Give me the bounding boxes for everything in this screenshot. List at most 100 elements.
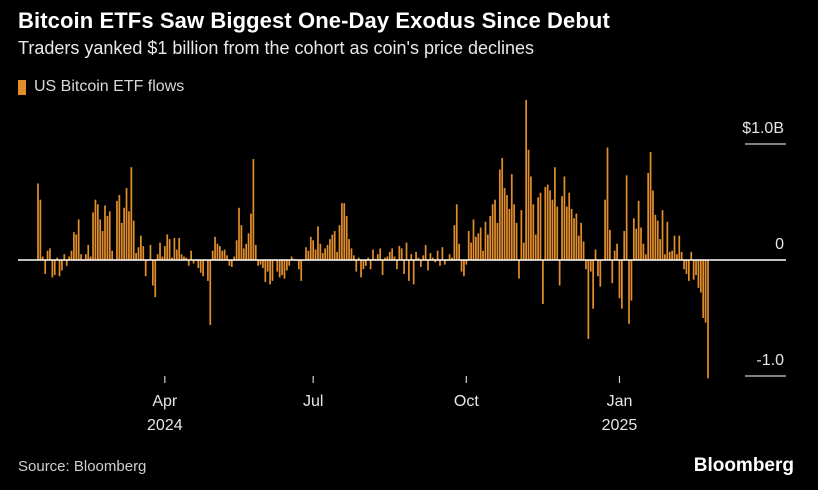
bar <box>520 210 523 260</box>
bar <box>664 254 666 260</box>
bar <box>625 175 628 260</box>
bar <box>152 260 154 286</box>
bar <box>611 260 614 284</box>
bar <box>518 260 520 279</box>
bar <box>216 243 219 260</box>
bar <box>379 248 382 260</box>
bar <box>676 254 678 260</box>
bar <box>161 256 164 260</box>
bar <box>269 260 271 285</box>
bar <box>321 253 324 260</box>
bar <box>207 260 209 281</box>
bar <box>498 169 501 260</box>
bar <box>319 243 322 260</box>
bar <box>350 248 353 260</box>
x-tick-label: Jul <box>303 393 323 410</box>
bar <box>460 260 463 272</box>
bar <box>532 204 535 260</box>
bar <box>542 260 544 305</box>
bar <box>666 221 669 260</box>
bar <box>424 244 427 260</box>
bar <box>618 260 621 299</box>
bar <box>575 213 578 260</box>
bar <box>49 248 51 260</box>
bar <box>642 243 645 260</box>
bar <box>386 256 389 260</box>
bar <box>470 242 472 260</box>
bar <box>65 260 68 266</box>
bar <box>644 254 647 260</box>
chart-subtitle: Traders yanked $1 billion from the cohor… <box>18 38 535 58</box>
bar <box>594 249 597 260</box>
bar <box>130 167 133 260</box>
bar <box>230 260 233 267</box>
bar <box>429 253 432 260</box>
bar <box>271 260 274 281</box>
bar <box>702 260 705 318</box>
bar <box>286 260 288 271</box>
bar <box>565 206 568 260</box>
bar <box>573 218 575 260</box>
bar <box>589 260 592 272</box>
bar <box>412 260 415 285</box>
bar <box>455 204 458 260</box>
bar <box>173 237 176 260</box>
y-tick-label: 0 <box>775 236 784 253</box>
bar <box>628 260 630 324</box>
bar <box>137 247 140 260</box>
bar <box>585 260 587 270</box>
bar <box>75 234 78 260</box>
bar <box>683 260 685 270</box>
bar <box>496 222 499 260</box>
bar <box>659 239 661 260</box>
bar <box>180 254 183 260</box>
bar <box>506 195 508 260</box>
bar <box>209 260 212 325</box>
bar <box>283 260 286 279</box>
bar <box>668 251 671 260</box>
bar <box>479 227 482 260</box>
bar <box>348 239 350 260</box>
bar <box>61 260 63 271</box>
bar <box>685 260 688 274</box>
bar <box>238 207 240 260</box>
x-tick-label: Apr <box>152 393 178 410</box>
bar <box>37 183 39 260</box>
bar <box>63 254 66 260</box>
bar <box>364 260 367 266</box>
legend: US Bitcoin ETF flows <box>18 78 184 96</box>
bar <box>185 257 188 260</box>
bar <box>149 244 152 260</box>
bars-group <box>37 99 709 379</box>
bar <box>163 246 166 260</box>
bar <box>697 260 700 288</box>
bar <box>187 260 190 266</box>
bar <box>240 225 243 260</box>
bar <box>632 218 635 260</box>
bar <box>699 260 702 293</box>
bar <box>300 260 303 281</box>
bar <box>51 260 54 278</box>
bar <box>171 257 173 260</box>
bar <box>549 190 551 260</box>
bar <box>482 250 484 260</box>
bar <box>290 256 293 260</box>
bar <box>441 247 444 260</box>
bar <box>527 149 530 260</box>
bar <box>266 260 269 272</box>
bar <box>551 199 554 260</box>
bar <box>94 199 97 260</box>
bar <box>503 188 506 260</box>
bar <box>41 256 44 260</box>
bar <box>214 236 216 260</box>
bar <box>288 260 291 266</box>
bar <box>192 260 195 264</box>
bar <box>211 250 214 260</box>
bar <box>604 199 606 260</box>
bar <box>597 260 599 277</box>
bar <box>403 260 405 274</box>
bar <box>439 260 441 266</box>
y-axis: $1.0B 0 -1.0 <box>18 120 786 377</box>
bar <box>422 255 425 260</box>
bar <box>391 248 393 260</box>
